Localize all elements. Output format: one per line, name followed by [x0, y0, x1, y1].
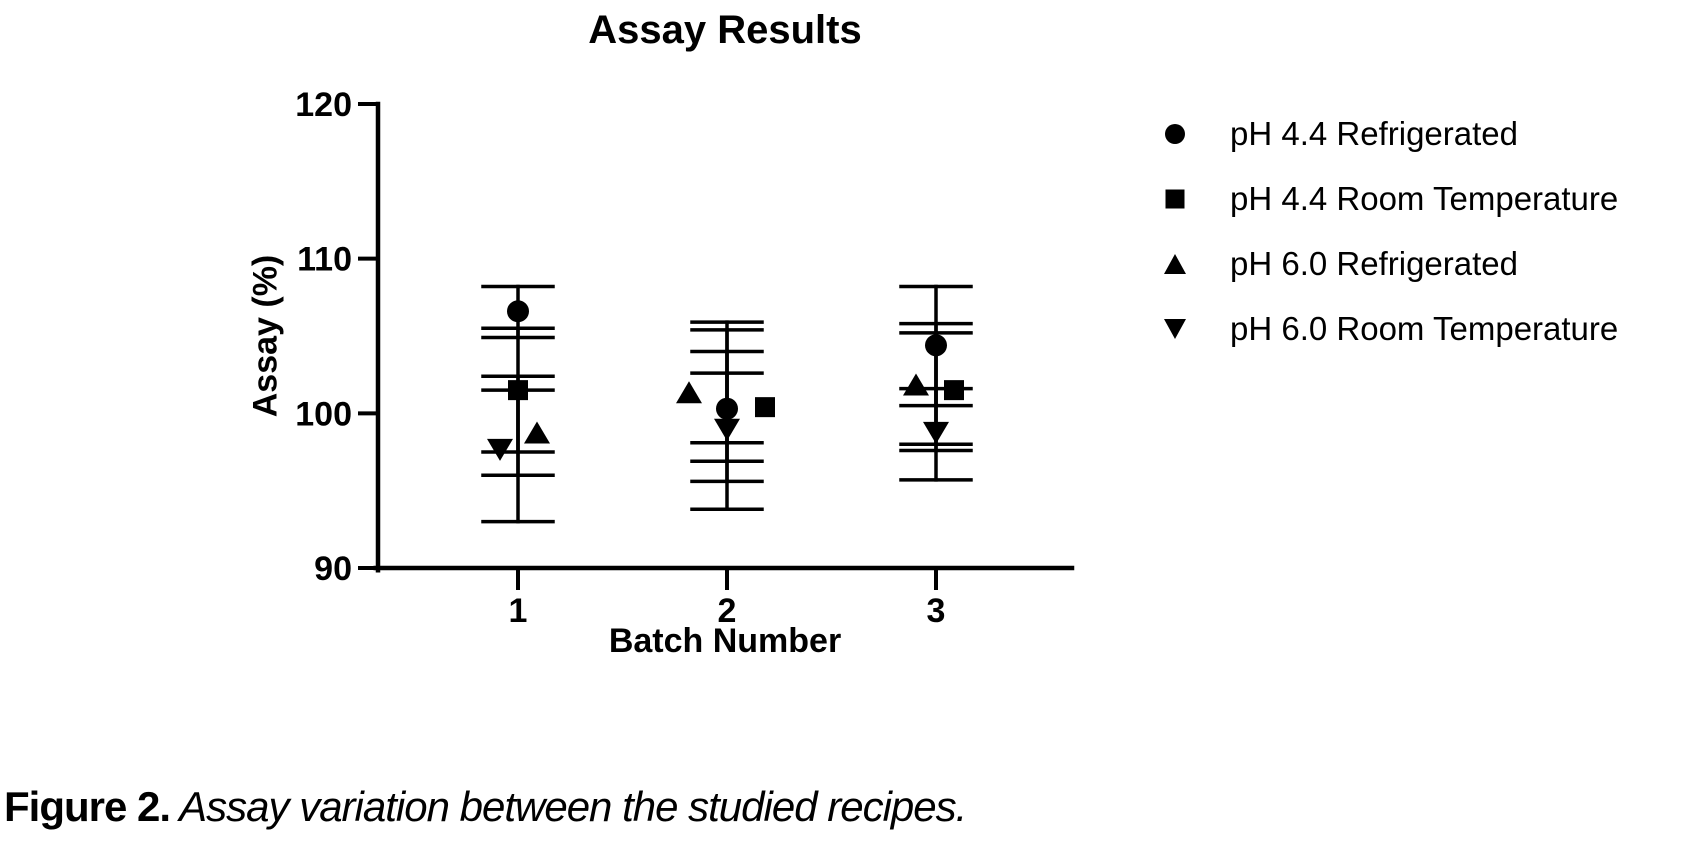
chart-legend: pH 4.4 Refrigerated pH 4.4 Room Temperatu… [1150, 112, 1618, 372]
data-point-square [755, 397, 775, 418]
y-tick-label: 110 [297, 241, 352, 279]
legend-item: pH 6.0 Room Temperature [1150, 307, 1618, 351]
legend-label: pH 6.0 Room Temperature [1230, 310, 1619, 347]
legend-label: pH 4.4 Refrigerated [1230, 115, 1518, 152]
data-point-square [944, 380, 964, 401]
figure-caption-text: Assay variation between the studied reci… [170, 783, 967, 830]
y-tick-label: 100 [295, 395, 352, 433]
data-point-square [508, 380, 528, 401]
triangle-down-icon [1150, 318, 1200, 340]
legend-item: pH 6.0 Refrigerated [1150, 242, 1618, 286]
data-point-triangle-down [714, 418, 740, 441]
legend-label: pH 4.4 Room Temperature [1230, 180, 1619, 217]
data-point-triangle-down [487, 438, 513, 461]
data-point-circle [925, 334, 947, 357]
x-axis-label: Batch Number [608, 622, 842, 660]
data-point-circle [716, 397, 738, 420]
x-tick-label: 3 [927, 592, 946, 630]
data-point-triangle-down [923, 421, 949, 444]
figure-caption: Figure 2. Assay variation between the st… [4, 783, 967, 831]
figure-caption-number: Figure 2. [4, 783, 171, 830]
circle-icon [1150, 123, 1200, 145]
x-tick-label: 1 [509, 592, 528, 630]
chart-title: Assay Results [588, 8, 862, 52]
legend-item: pH 4.4 Room Temperature [1150, 177, 1618, 221]
data-point-triangle-up [676, 381, 702, 404]
data-point-triangle-up [524, 421, 550, 444]
y-tick-label: 120 [295, 86, 352, 124]
triangle-up-icon [1150, 253, 1200, 275]
legend-label: pH 6.0 Refrigerated [1230, 245, 1518, 282]
data-point-triangle-up [903, 373, 929, 396]
legend-item: pH 4.4 Refrigerated [1150, 112, 1618, 156]
y-axis-label: Assay (%) [246, 254, 285, 418]
x-tick-label: 2 [718, 592, 737, 630]
data-point-circle [507, 300, 529, 323]
y-tick-label: 90 [314, 550, 352, 588]
square-icon [1150, 188, 1200, 210]
